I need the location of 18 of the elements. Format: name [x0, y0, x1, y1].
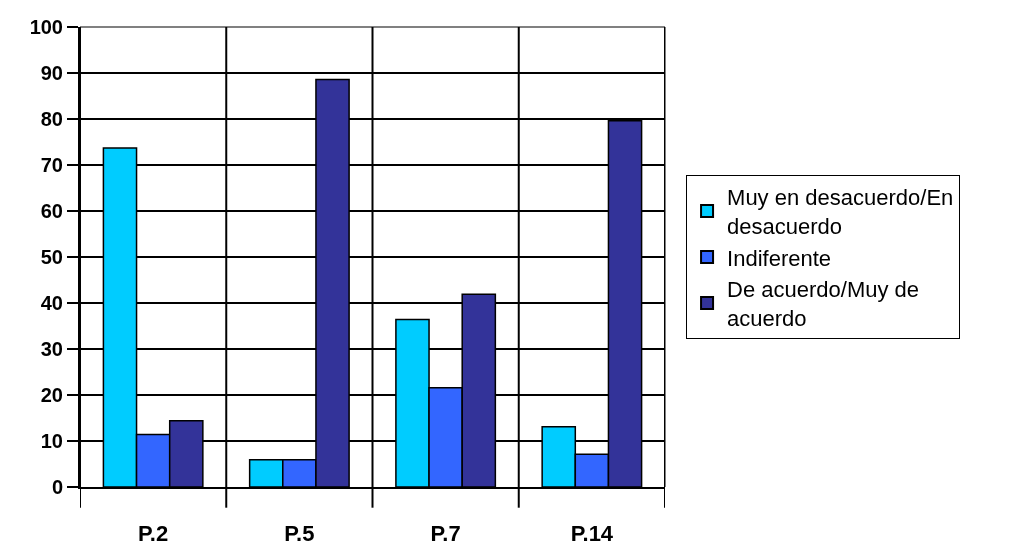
- y-tick-label: 70: [40, 154, 63, 176]
- y-tick-label: 30: [40, 338, 63, 360]
- legend-label: De acuerdo/Muy de acuerdo: [727, 277, 920, 331]
- y-tick-label: 80: [40, 108, 63, 130]
- y-tick-label: 40: [40, 292, 63, 314]
- y-tick-label: 20: [40, 384, 63, 406]
- x-tick-label: P.14: [570, 521, 614, 547]
- x-tick-label: P.7: [430, 521, 461, 547]
- x-tick-label: P.2: [138, 521, 169, 547]
- x-tick-label: P.5: [284, 521, 315, 547]
- legend-label: Indiferente: [727, 245, 832, 271]
- legend-label: Muy en desacuerdo/En desacuerdo: [727, 185, 954, 239]
- y-tick-label: 60: [40, 200, 63, 222]
- y-tick-label: 10: [40, 430, 63, 452]
- y-tick-label: 0: [51, 476, 63, 498]
- y-tick-label: 50: [40, 246, 63, 268]
- y-tick-label: 90: [40, 62, 63, 84]
- y-tick-label: 100: [29, 16, 63, 38]
